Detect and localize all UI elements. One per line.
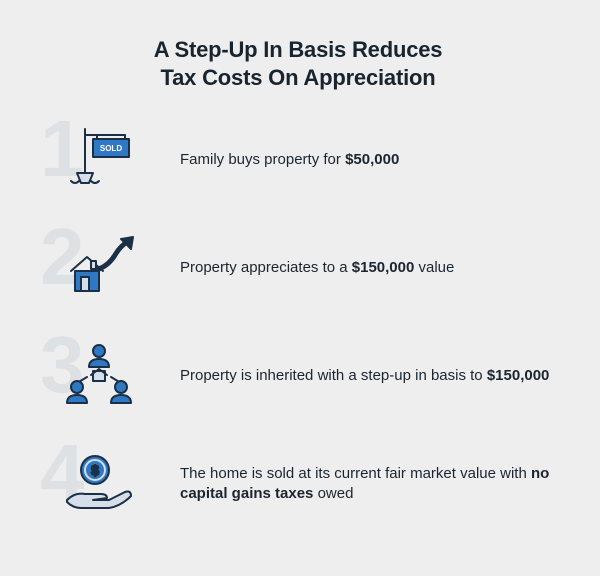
title-line1: A Step-Up In Basis Reduces [154, 37, 443, 62]
step-4: 4 $ The home is sold at its current fair… [44, 445, 552, 523]
step-3-icon-cell: 3 [44, 337, 154, 415]
infographic-container: A Step-Up In Basis Reduces Tax Costs On … [0, 0, 600, 543]
step-2-pre: Property appreciates to a [180, 259, 352, 276]
step-3-pre: Property is inherited with a step-up in … [180, 367, 487, 384]
svg-text:$: $ [91, 462, 99, 478]
step-1-pre: Family buys property for [180, 151, 345, 168]
step-2-post: value [414, 259, 454, 276]
step-1-bold: $50,000 [345, 151, 399, 168]
step-4-text: The home is sold at its current fair mar… [180, 464, 552, 505]
step-2: 2 Property appreciates [44, 229, 552, 307]
svg-text:SOLD: SOLD [100, 144, 122, 153]
title: A Step-Up In Basis Reduces Tax Costs On … [44, 36, 552, 91]
step-2-text: Property appreciates to a $150,000 value [180, 258, 552, 278]
step-1-text: Family buys property for $50,000 [180, 150, 552, 170]
steps-list: 1 SOLD [44, 121, 552, 523]
step-4-pre: The home is sold at its current fair mar… [180, 465, 531, 482]
title-line2: Tax Costs On Appreciation [161, 65, 436, 90]
step-1: 1 SOLD [44, 121, 552, 199]
step-3-text: Property is inherited with a step-up in … [180, 366, 552, 386]
step-4-post: owed [313, 485, 353, 502]
inherit-people-icon [63, 341, 135, 412]
step-3-bold: $150,000 [487, 367, 550, 384]
sold-sign-icon: SOLD [63, 127, 135, 194]
step-3: 3 [44, 337, 552, 415]
step-4-icon-cell: 4 $ [44, 445, 154, 523]
step-1-icon-cell: 1 SOLD [44, 121, 154, 199]
step-2-bold: $150,000 [352, 259, 415, 276]
hand-coin-icon: $ [61, 452, 137, 517]
house-arrow-icon [59, 235, 139, 302]
step-2-icon-cell: 2 [44, 229, 154, 307]
